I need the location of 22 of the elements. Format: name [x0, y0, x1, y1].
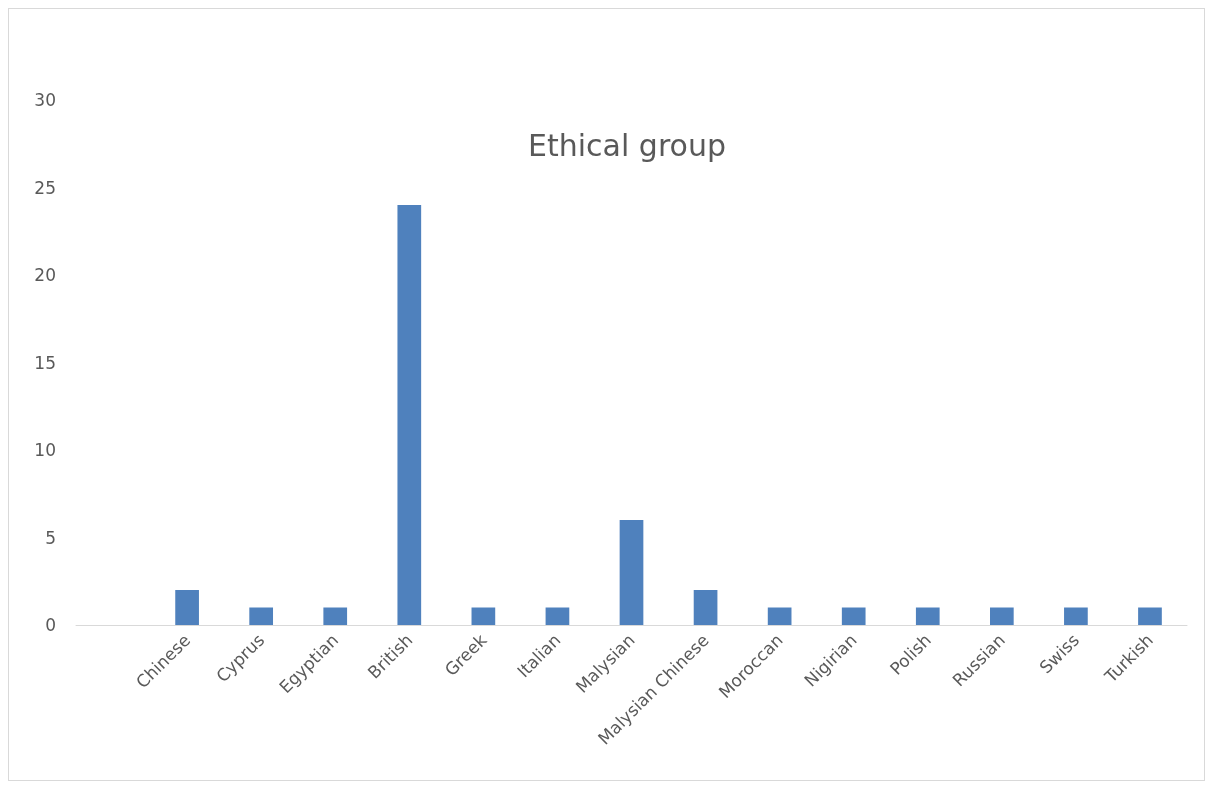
y-tick-label: 0	[45, 615, 56, 635]
y-tick-label: 10	[34, 440, 56, 460]
y-tick-label: 20	[34, 265, 56, 285]
bar	[249, 607, 274, 625]
bar	[545, 607, 570, 625]
bar	[693, 590, 718, 625]
bar	[323, 607, 348, 625]
y-tick-label: 15	[34, 352, 56, 373]
text: Ethical group	[528, 127, 726, 163]
y-tick-label: 30	[34, 90, 56, 110]
bar	[471, 607, 496, 625]
bar	[619, 520, 644, 625]
bar	[915, 607, 940, 625]
bar	[175, 590, 199, 625]
bar	[1064, 607, 1088, 625]
y-tick-label: 5	[45, 527, 56, 548]
bar	[397, 205, 422, 625]
bar	[989, 607, 1014, 625]
bar	[841, 607, 866, 625]
y-tick-label: 25	[34, 177, 56, 198]
bar	[1138, 607, 1162, 625]
bar	[767, 607, 792, 625]
